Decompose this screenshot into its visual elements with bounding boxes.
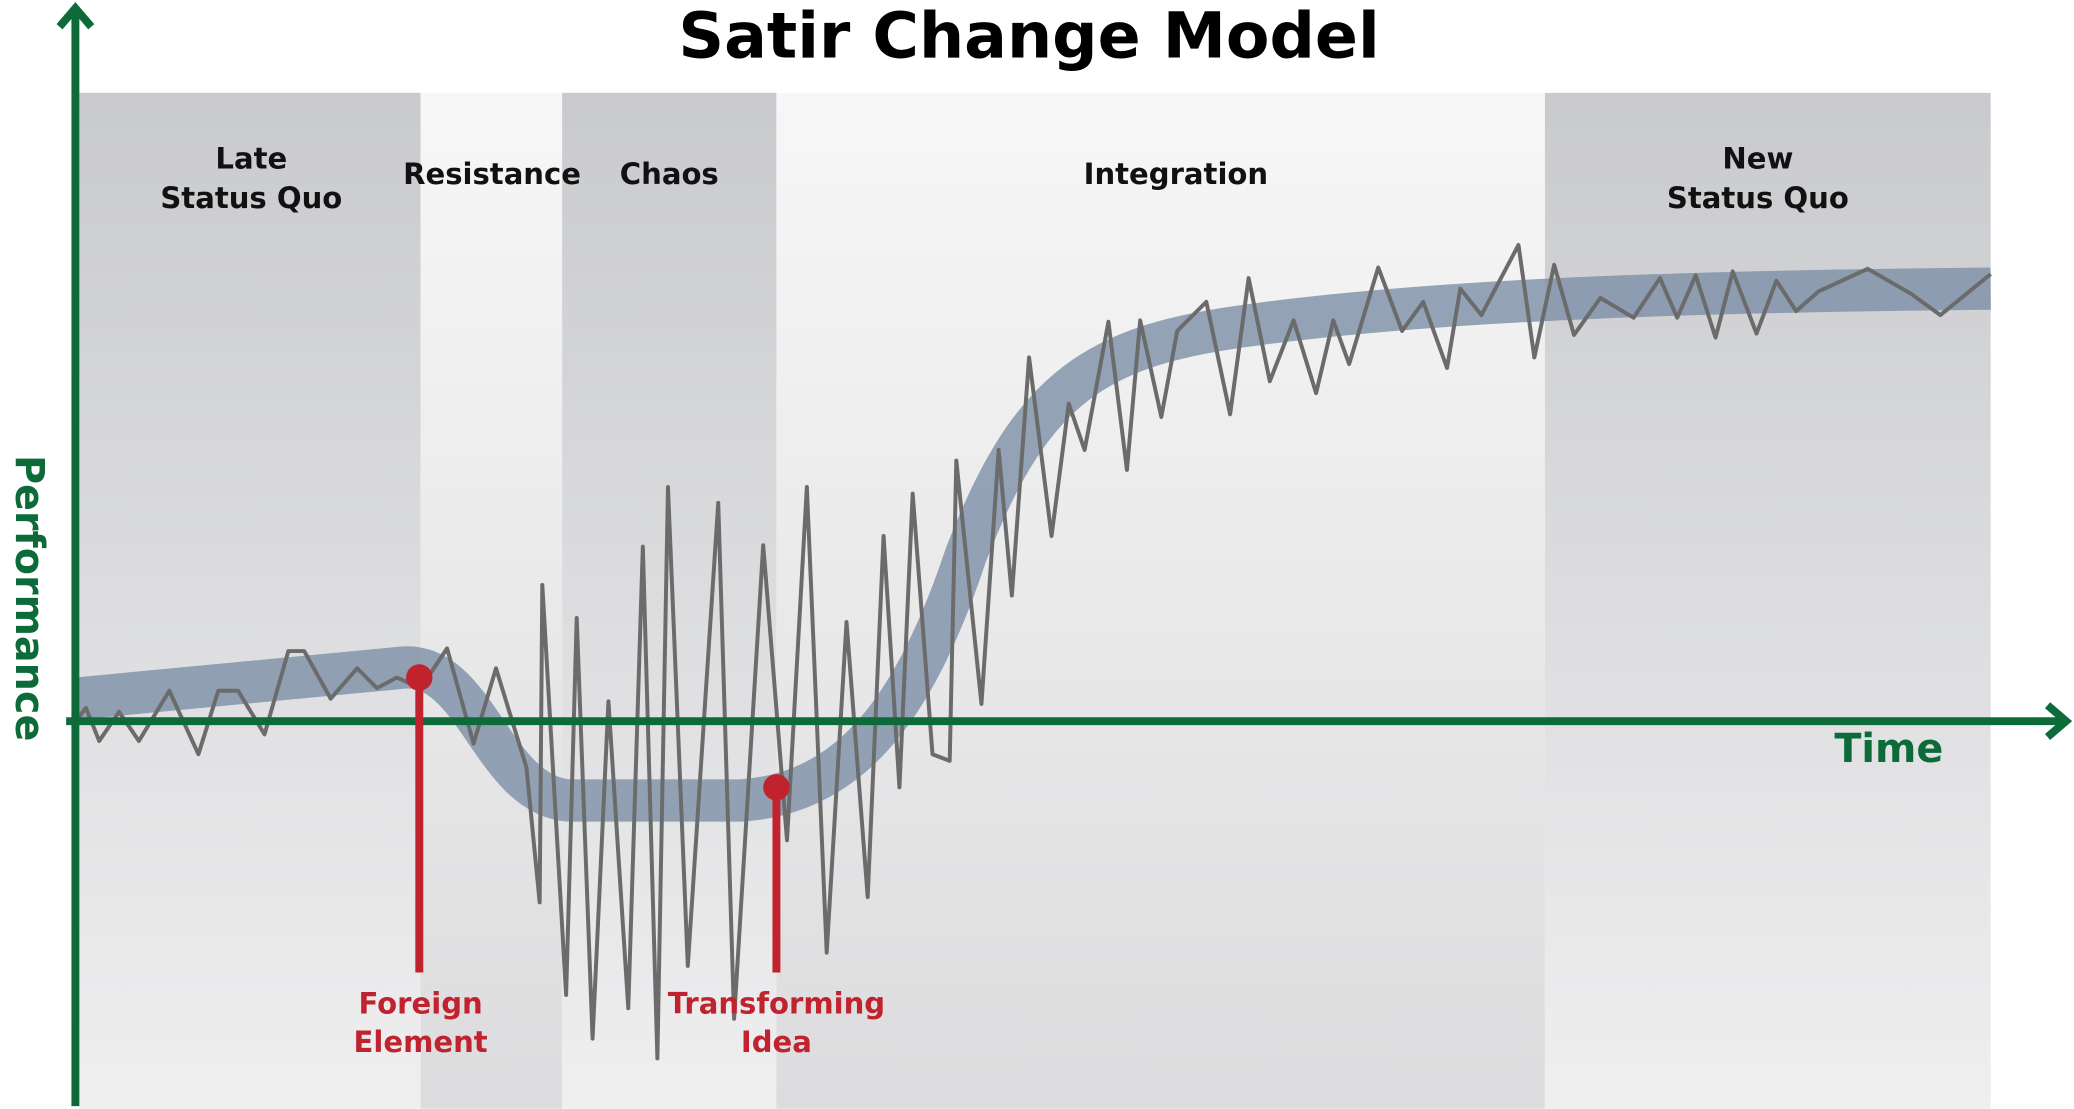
x-axis-label: Time [1834,726,1943,772]
phase-bg [1544,92,1991,1109]
phase-label: Integration [1084,157,1268,191]
phase-label: Chaos [620,157,719,191]
phase-bg [776,92,1545,1109]
x-arrow [2044,702,2073,741]
axes [56,2,2073,1107]
event-dot [763,774,790,801]
phase-bg [420,92,563,1109]
phase-label: Resistance [403,157,581,191]
title: Satir Change Model [678,0,1379,73]
y-axis-label: Performance [6,455,52,741]
event-dot [406,664,433,691]
phase-label: Status Quo [1667,181,1849,215]
phase-bg [79,92,421,1109]
y-arrow [56,2,95,30]
phase-backgrounds [79,92,1991,1109]
phase-label: New [1722,141,1793,175]
event-label: Transforming [668,987,885,1021]
performance-line [73,243,1992,1061]
event-label: Element [354,1025,488,1059]
phase-label: Late [215,141,287,175]
phase-label: Status Quo [160,181,342,215]
event-markers [406,664,790,973]
event-label: Foreign [359,987,483,1021]
phase-bg [562,92,777,1109]
event-label: Idea [741,1025,812,1059]
